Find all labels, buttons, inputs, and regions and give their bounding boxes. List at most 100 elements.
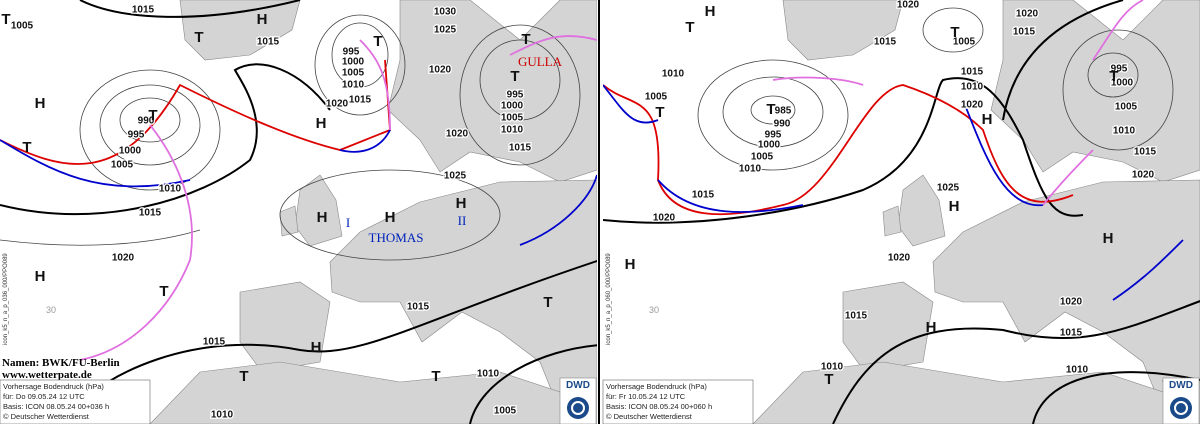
- isobar-label: 1005: [111, 160, 134, 171]
- isobar-label: 995: [507, 90, 524, 101]
- logo-text: DWD: [1169, 380, 1193, 391]
- isobar-label: 1015: [407, 302, 430, 313]
- pressure-center: T: [373, 33, 382, 50]
- pressure-center: T: [655, 104, 664, 121]
- logo-swirl: [571, 401, 585, 415]
- info-line: für: Do 09.05.24 12 UTC: [3, 392, 85, 401]
- isobar-label: 990: [774, 119, 791, 130]
- credit: Namen: BWK/FU-Berlin: [2, 357, 120, 369]
- isobar-label: 1000: [758, 140, 781, 151]
- run-code: icon_k5_n_a_p_060_000/PPO089: [606, 253, 612, 345]
- isobar-label: 1015: [692, 190, 715, 201]
- pressure-center: H: [257, 11, 268, 28]
- isobar-label: 1020: [112, 253, 135, 264]
- isobar-label: 1015: [874, 37, 897, 48]
- pressure-center: H: [705, 3, 716, 20]
- isobar-label: 1015: [132, 5, 155, 16]
- isobar-label: 1005: [751, 152, 774, 163]
- info-line: Vorhersage Bodendruck (hPa): [3, 382, 104, 391]
- isobar-label: 995: [343, 47, 360, 58]
- info-line: © Deutscher Wetterdienst: [606, 412, 693, 421]
- pressure-center: H: [35, 268, 46, 285]
- pressure-center: H: [385, 209, 396, 226]
- isobar-label: 1010: [662, 69, 685, 80]
- info-line: Basis: ICON 08.05.24 00+036 h: [3, 402, 109, 411]
- pressure-center: H: [316, 115, 327, 132]
- logo-text: DWD: [566, 380, 590, 391]
- pressure-center: H: [625, 256, 636, 273]
- pressure-center: T: [824, 371, 833, 388]
- pressure-center: T: [22, 139, 31, 156]
- isobar-label: 1010: [501, 125, 524, 136]
- info-box: [0, 379, 151, 424]
- isobar-label: 1020: [326, 99, 349, 110]
- isobar-label: 1010: [821, 362, 844, 373]
- pressure-center: H: [311, 339, 322, 356]
- isobar-label: 1020: [897, 0, 920, 11]
- isobar-label: 985: [775, 106, 792, 117]
- isobar-label: 1015: [961, 67, 984, 78]
- isobar-label: 1005: [11, 21, 34, 32]
- pressure-center: H: [982, 111, 993, 128]
- isobar-label: 1015: [1060, 328, 1083, 339]
- pressure-center: H: [317, 209, 328, 226]
- isobar-label: 1020: [888, 253, 911, 264]
- left-map: [0, 0, 597, 424]
- pressure-center: T: [159, 283, 168, 300]
- isobar-label: 1010: [739, 164, 762, 175]
- pressure-center: T: [543, 294, 552, 311]
- logo-swirl: [1170, 397, 1192, 419]
- isobar-label: 1010: [159, 184, 182, 195]
- pressure-center: H: [35, 95, 46, 112]
- credit: www.wetterpate.de: [2, 369, 92, 381]
- isobar-label: 1015: [845, 311, 868, 322]
- isobar-label: 1000: [119, 146, 142, 157]
- pressure-center: T: [194, 29, 203, 46]
- isobar-label: 1015: [509, 143, 532, 154]
- isobar-label: 1010: [961, 82, 984, 93]
- isobar-label: 1020: [446, 129, 469, 140]
- pressure-center: T: [239, 368, 248, 385]
- pressure-center: T: [766, 101, 775, 118]
- isobar-label: 1020: [961, 100, 984, 111]
- run-code: icon_k5_n_a_p_036_000/PPO089: [3, 253, 9, 345]
- isobar-label: 1005: [1115, 102, 1138, 113]
- isobar-label: 1000: [501, 101, 524, 112]
- isobar-label: 1015: [257, 37, 280, 48]
- isobar-label: 1025: [937, 183, 960, 194]
- pressure-center: T: [1109, 68, 1118, 85]
- isobar-label: 1020: [429, 65, 452, 76]
- isobar-label: 1020: [1132, 170, 1155, 181]
- info-box: [602, 379, 754, 424]
- isobar-label: 1020: [653, 213, 676, 224]
- isobar-label: 1015: [1013, 27, 1036, 38]
- system-name: GULLA: [518, 54, 563, 69]
- logo-swirl: [567, 397, 589, 419]
- isobar-label: 1010: [477, 369, 500, 380]
- info-line: für: Fr 10.05.24 12 UTC: [606, 392, 686, 401]
- isobar-label: 1000: [1111, 78, 1134, 89]
- isobar-label: 1015: [203, 337, 226, 348]
- isobar-label: 1030: [434, 7, 457, 18]
- isobar-label: 1025: [434, 25, 457, 36]
- pressure-center: T: [950, 24, 959, 41]
- pressure-center: H: [456, 195, 467, 212]
- grid-label: 30: [46, 305, 56, 315]
- info-line: © Deutscher Wetterdienst: [3, 412, 90, 421]
- isobar-label: 1010: [211, 410, 234, 421]
- system-name: THOMAS: [369, 230, 424, 245]
- pressure-center: T: [1, 11, 10, 28]
- isobar-label: 1020: [1016, 9, 1039, 20]
- pressure-center: H: [1103, 230, 1114, 247]
- info-line: Basis: ICON 08.05.24 00+060 h: [606, 402, 712, 411]
- isobar-label: 990: [138, 116, 155, 127]
- right-map: [603, 0, 1200, 424]
- isobar-label: 1005: [645, 92, 668, 103]
- isobar-label: 1010: [342, 80, 365, 91]
- isobar-label: 1015: [349, 95, 372, 106]
- logo-swirl: [1174, 401, 1188, 415]
- pressure-center: T: [148, 107, 157, 124]
- isobar-label: 1020: [1060, 297, 1083, 308]
- grid-label: 30: [649, 305, 659, 315]
- isobar-label: 1005: [953, 37, 976, 48]
